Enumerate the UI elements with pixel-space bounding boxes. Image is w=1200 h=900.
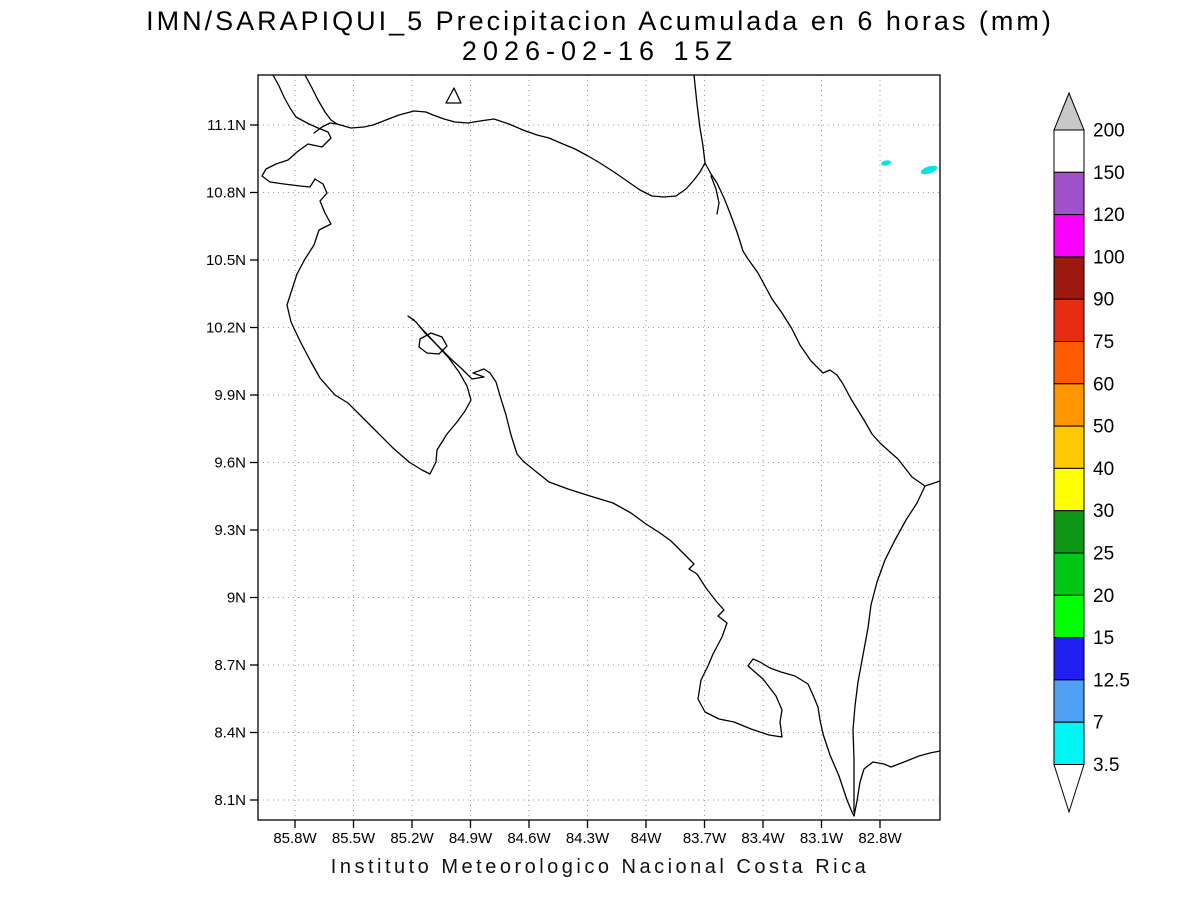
colorbar-segment: [1053, 256, 1085, 300]
nicaragua-border-west-segment: [313, 122, 338, 134]
colorbar-segment: [1053, 510, 1085, 554]
lon-tick-label: 83.7W: [683, 830, 727, 847]
colorbar-label: 7: [1093, 713, 1104, 734]
plot-title: IMN/SARAPIQUI_5 Precipitacion Acumulada …: [146, 6, 1054, 36]
gridlines: [258, 75, 940, 820]
colorbar-segment: [1053, 298, 1085, 343]
colorbar-segment: [1053, 341, 1085, 385]
colorbar-segment: [1053, 129, 1085, 173]
colorbar-segment: [1053, 552, 1085, 596]
precipitation-colorbar: 200 150 120 100 90 75 60 50 40 30 25 20 15 12.5 7 3.5: [1053, 91, 1130, 814]
lon-tick-label: 84.3W: [566, 830, 610, 847]
nicaragua-border-river-path: [304, 74, 706, 198]
precip-spot: [920, 165, 938, 175]
lon-tick-label: 85.8W: [273, 830, 317, 847]
lon-tick-label: 85.2W: [390, 830, 434, 847]
lon-tick-label: 83.4W: [741, 830, 785, 847]
colorbar-label: 50: [1093, 417, 1114, 438]
lat-tick-label: 8.1N: [214, 792, 246, 809]
lake-island-triangle-outline: [445, 87, 462, 104]
colorbar-label: 25: [1093, 544, 1114, 565]
colorbar-label: 15: [1093, 628, 1114, 649]
colorbar-segment: [1053, 214, 1085, 258]
colorbar-segment: [1053, 721, 1085, 766]
pacific-coastline-path: [261, 74, 941, 817]
map-frame: [257, 74, 941, 821]
colorbar-segment: [1053, 467, 1085, 512]
lon-tick-label: 85.5W: [332, 830, 376, 847]
lon-tick-label: 84.6W: [507, 830, 551, 847]
colorbar-label: 30: [1093, 501, 1114, 522]
lat-tick-label: 9N: [227, 590, 246, 607]
panama-border-path: [852, 485, 926, 813]
lon-tick-label: 82.8W: [858, 830, 902, 847]
lon-tick-label: 83.1W: [800, 830, 844, 847]
lon-tick-label: 84W: [631, 830, 663, 847]
colorbar-label: 40: [1093, 459, 1114, 480]
colorbar-segment: [1053, 425, 1085, 469]
colorbar-label: 100: [1093, 247, 1125, 268]
plot-titles: IMN/SARAPIQUI_5 Precipitacion Acumulada …: [0, 6, 1200, 66]
colorbar-below-arrow: [1053, 764, 1085, 814]
precip-spot: [881, 160, 891, 166]
lat-tick-label: 9.9N: [214, 387, 246, 404]
tortuguero-lagoon-line: [710, 175, 720, 215]
colorbar-label: 12.5: [1093, 670, 1130, 691]
colorbar-segment: [1053, 594, 1085, 639]
colorbar-above-arrow: [1053, 91, 1085, 131]
colorbar-label: 120: [1093, 205, 1125, 226]
caribbean-coastline-path: [693, 74, 941, 487]
colorbar-label: 90: [1093, 290, 1114, 311]
colorbar-label: 200: [1093, 121, 1125, 142]
colorbar-segment: [1053, 383, 1085, 427]
lat-tick-label: 11.1N: [207, 117, 246, 134]
colorbar-segment: [1053, 679, 1085, 723]
colorbar-segment: [1053, 637, 1085, 681]
colorbar-label: 20: [1093, 586, 1114, 607]
costa-rica-map-outline: [261, 74, 941, 817]
lat-tick-label: 8.7N: [214, 657, 246, 674]
colorbar-label: 150: [1093, 163, 1125, 184]
colorbar-label: 75: [1093, 332, 1114, 353]
lat-tick-label: 8.4N: [214, 725, 246, 742]
lat-tick-label: 9.3N: [214, 522, 246, 539]
isla-chira-outline: [418, 332, 448, 355]
precipitation-spots: [881, 160, 938, 175]
lon-tick-label: 84.9W: [449, 830, 493, 847]
axis-ticks: [250, 124, 881, 828]
colorbar-label: 3.5: [1093, 755, 1119, 776]
colorbar-label: 60: [1093, 374, 1114, 395]
lat-tick-label: 10.5N: [206, 252, 246, 269]
lat-tick-label: 10.8N: [206, 185, 246, 202]
colorbar-segment: [1053, 171, 1085, 216]
lat-tick-label: 9.6N: [214, 455, 246, 472]
source-caption: Instituto Meteorologico Nacional Costa R…: [330, 856, 870, 878]
plot-subtitle-datetime: 2026-02-16 15Z: [461, 36, 739, 66]
axis-labels: 85.8W 85.5W 85.2W 84.9W 84.6W 84.3W 84W 83.7W 83…: [206, 117, 903, 847]
lat-tick-label: 10.2N: [206, 320, 246, 337]
